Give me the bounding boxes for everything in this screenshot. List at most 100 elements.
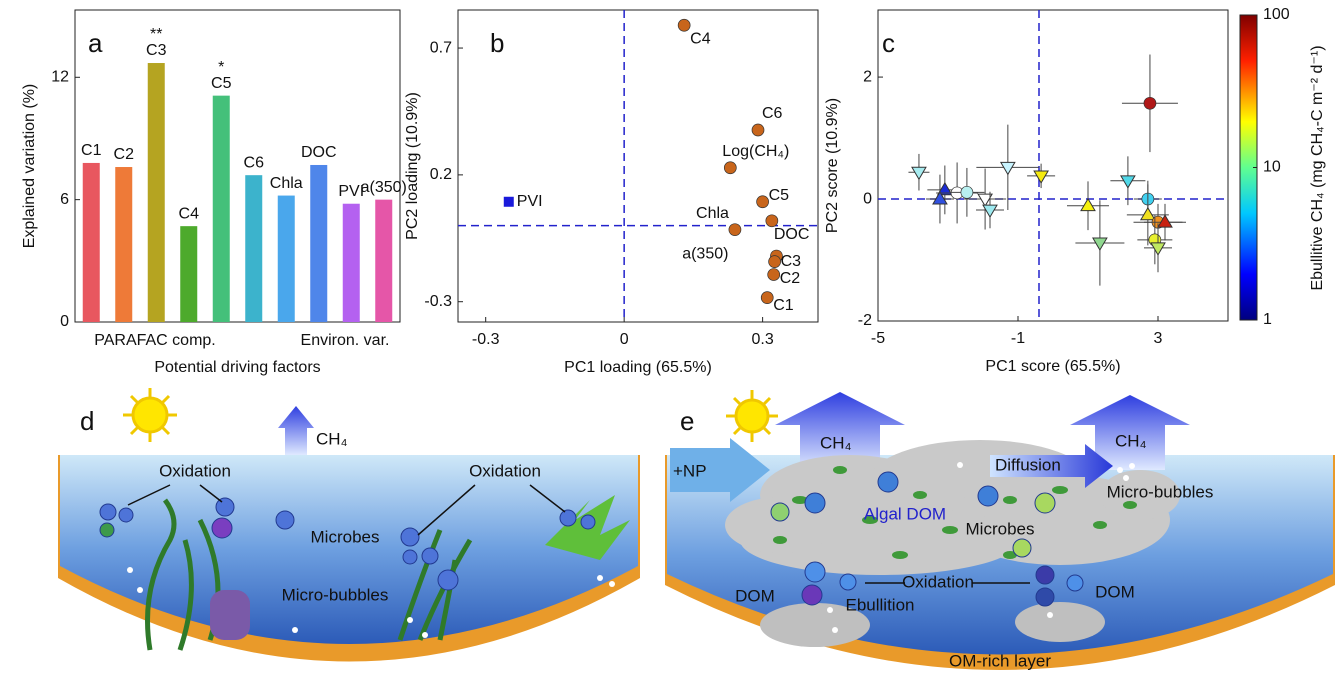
point: [769, 256, 781, 268]
group-label: PARAFAC comp.: [94, 332, 216, 349]
bar: [83, 163, 100, 322]
x-tick-label: -5: [871, 330, 885, 347]
y-axis-label: Explained variation (%): [21, 84, 38, 249]
micro-bubbles-label: Micro-bubbles: [282, 585, 389, 604]
point: [768, 269, 780, 281]
panel-label: b: [490, 28, 504, 58]
ch4-arrow: [278, 406, 314, 455]
x-tick-label: -1: [1011, 330, 1025, 347]
diagram-d: d CH₄ Oxidation Oxidation Microbes Micro…: [58, 388, 640, 662]
bar: [115, 167, 132, 322]
y-tick-label: 0.2: [430, 166, 452, 183]
point-label: a(350): [682, 245, 728, 262]
category-label: DOC: [301, 144, 337, 161]
x-tick-label: -0.3: [472, 331, 500, 348]
sun: [123, 388, 177, 442]
bar: [148, 63, 165, 322]
rock: [210, 590, 250, 640]
point-label: C5: [769, 187, 790, 204]
point-label: C4: [690, 30, 711, 47]
plot-frame: [878, 10, 1228, 321]
dom-label: DOM: [735, 586, 775, 605]
y-tick-label: 0: [863, 190, 872, 207]
point: [752, 124, 764, 136]
nutrients-label: +NP: [673, 461, 707, 480]
ch4-label: CH₄: [1115, 431, 1147, 450]
bar: [343, 204, 360, 322]
point-label: C1: [773, 297, 794, 314]
point: [1144, 97, 1156, 109]
group-label: Environ. var.: [301, 332, 390, 349]
x-tick-label: 3: [1154, 330, 1163, 347]
point: [504, 197, 514, 207]
y-tick-label: 0: [60, 313, 69, 330]
x-axis-label: PC1 score (65.5%): [985, 358, 1120, 375]
point: [1001, 162, 1015, 174]
category-label: C3: [146, 42, 167, 59]
ebullition-label: Ebullition: [846, 595, 915, 614]
dom-label: DOM: [1095, 582, 1135, 601]
category-label: C6: [244, 154, 265, 171]
x-axis-label: PC1 loading (65.5%): [564, 359, 712, 376]
category-label: a(350): [361, 179, 407, 196]
y-axis-label: PC2 loading (10.9%): [404, 92, 421, 240]
point: [766, 215, 778, 227]
point: [1093, 238, 1107, 250]
x-tick-label: 0.3: [751, 331, 773, 348]
ch4-label: CH₄: [820, 433, 852, 452]
ch4-label: CH₄: [316, 429, 348, 448]
category-label: C2: [114, 146, 135, 163]
panel-label: a: [88, 28, 103, 58]
oxidation-label: Oxidation: [469, 461, 541, 480]
y-tick-label: 0.7: [430, 39, 452, 56]
y-tick-label: -2: [858, 312, 872, 329]
y-axis-label: PC2 score (10.9%): [824, 98, 841, 233]
diagram-e: e +NP CH₄ CH₄ Diffusion Micro-bubbles Al…: [665, 390, 1335, 670]
colorbar-tick-label: 100: [1263, 6, 1290, 23]
panel-label: c: [882, 28, 895, 58]
diffusion-label: Diffusion: [995, 455, 1061, 474]
point: [757, 196, 769, 208]
oxidation-label: Oxidation: [159, 461, 231, 480]
microbes-label: Microbes: [311, 527, 380, 546]
oxidation-label: Oxidation: [902, 572, 974, 591]
point: [761, 292, 773, 304]
category-label: C5: [211, 75, 232, 92]
point-label: C2: [780, 270, 801, 287]
point: [912, 167, 926, 179]
bar: [213, 96, 230, 322]
colorbar-tick-label: 1: [1263, 311, 1272, 328]
category-label: C1: [81, 142, 102, 159]
bar: [310, 165, 327, 322]
point: [1141, 208, 1155, 220]
bar: [180, 226, 197, 322]
sediment-label: OM-rich layer: [949, 651, 1051, 670]
sun: [726, 390, 778, 442]
point: [724, 162, 736, 174]
bar: [375, 200, 392, 322]
point-label: C6: [762, 105, 783, 122]
category-label: Chla: [270, 175, 303, 192]
algal-dom-label: Algal DOM: [864, 504, 946, 523]
point-label: DOC: [774, 226, 810, 243]
point: [1081, 199, 1095, 211]
category-label: C4: [179, 205, 200, 222]
plot-frame: [458, 10, 818, 322]
micro-bubbles-label: Micro-bubbles: [1107, 482, 1214, 501]
y-tick-label: 6: [60, 191, 69, 208]
significance-label: **: [150, 26, 162, 43]
y-tick-label: 12: [51, 69, 69, 86]
microbes-label: Microbes: [966, 519, 1035, 538]
y-tick-label: -0.3: [424, 293, 452, 310]
point: [1151, 243, 1165, 255]
significance-label: *: [218, 59, 224, 76]
x-tick-label: 0: [620, 331, 629, 348]
point: [678, 19, 690, 31]
point-label: PVI: [517, 193, 543, 210]
point-label: C3: [781, 253, 802, 270]
colorbar-label: Ebullitive CH₄ (mg CH₄-C m⁻² d⁻¹): [1309, 45, 1326, 290]
point: [1121, 176, 1135, 188]
bar: [245, 175, 262, 322]
point-label: Log(CH₄): [722, 143, 789, 160]
point: [961, 186, 973, 198]
